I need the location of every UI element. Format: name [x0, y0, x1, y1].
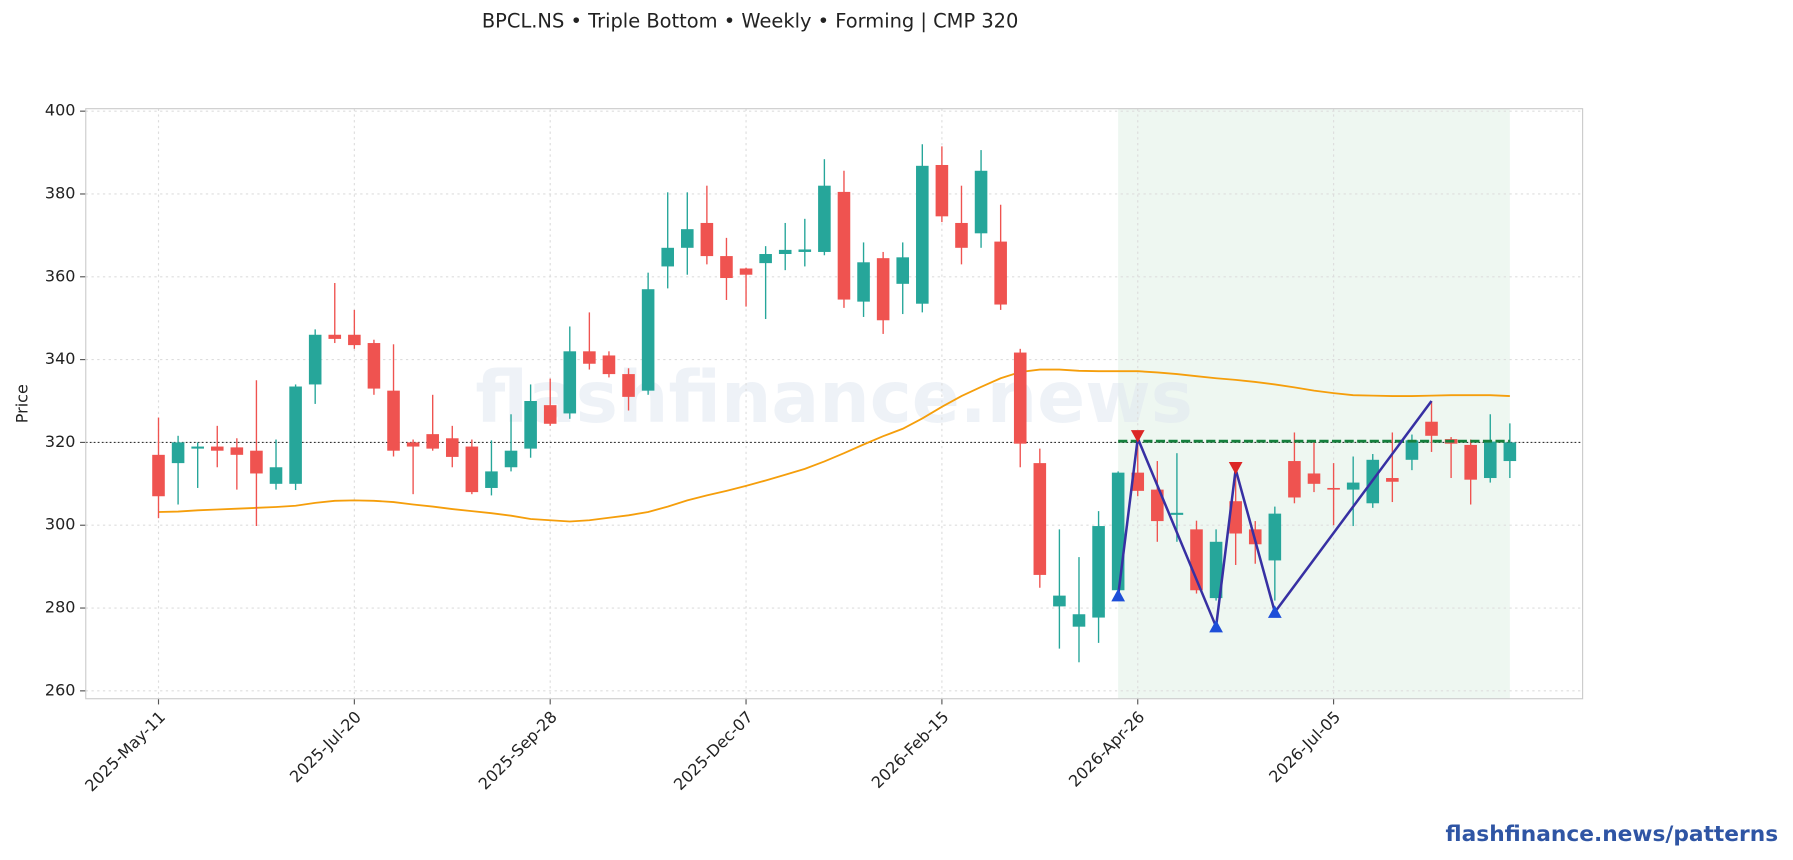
- watermark: flashfinance.news: [475, 356, 1192, 439]
- candle-body: [1346, 482, 1360, 490]
- candle-body: [1072, 614, 1086, 627]
- candle-body: [681, 229, 694, 248]
- candle-body: [1111, 472, 1125, 591]
- x-tick-label: 2025-Dec-07: [670, 707, 757, 794]
- candle-body: [622, 374, 635, 397]
- candle-body: [818, 185, 831, 252]
- trough-marker: [1111, 588, 1126, 602]
- candle-body: [583, 351, 596, 364]
- y-tick-label: 300: [45, 515, 76, 534]
- pattern-zone: [1118, 108, 1510, 699]
- pattern-zigzag: [1116, 400, 1433, 632]
- candle-body: [1209, 541, 1223, 599]
- y-tick-label: 400: [45, 101, 76, 120]
- candle-body: [1425, 421, 1438, 436]
- y-tick-label: 320: [45, 432, 76, 451]
- sma-line: [158, 368, 1510, 523]
- candle-body: [445, 438, 459, 457]
- candle-body: [152, 454, 165, 497]
- candle-body: [1151, 489, 1164, 522]
- y-tick-label: 340: [45, 349, 76, 368]
- trough-marker: [1267, 605, 1282, 618]
- candle-body: [896, 257, 910, 284]
- candle-body: [543, 405, 557, 424]
- trough-marker: [1209, 619, 1223, 633]
- candle-body: [171, 442, 185, 464]
- candle-body: [1170, 512, 1184, 515]
- y-tick-label: 280: [45, 598, 76, 617]
- candle-body: [1053, 595, 1066, 607]
- candle-body: [1131, 472, 1145, 491]
- candle-body: [1327, 487, 1340, 490]
- candle-body: [837, 191, 851, 300]
- candle-body: [308, 334, 322, 385]
- candle-body: [1503, 442, 1517, 462]
- candle-body: [1092, 526, 1105, 618]
- x-tick-label: 2025-Jul-20: [286, 707, 365, 786]
- x-tick-label: 2025-Sep-28: [475, 707, 561, 793]
- chart-title: BPCL.NS • Triple Bottom • Weekly • Formi…: [482, 9, 1019, 32]
- candle-body: [759, 254, 772, 264]
- candle-body: [250, 450, 263, 474]
- candle-body: [955, 222, 968, 248]
- x-tick-label: 2026-Apr-26: [1065, 707, 1148, 790]
- candle-body: [1288, 461, 1301, 498]
- y-tick-label: 360: [45, 266, 76, 285]
- candle-body: [191, 446, 204, 449]
- candle-body: [563, 351, 577, 414]
- candle-body: [935, 164, 949, 217]
- candle-body: [1464, 444, 1477, 480]
- candle-body: [426, 434, 439, 449]
- candle-body: [1013, 352, 1027, 444]
- plot-frame: [85, 108, 1584, 700]
- candle-body: [857, 262, 870, 302]
- candle-body: [1386, 478, 1399, 482]
- candle-body: [916, 165, 929, 304]
- candle-body: [1483, 441, 1497, 479]
- x-tick-label: 2026-Feb-15: [868, 707, 953, 792]
- candle-body: [720, 256, 733, 279]
- candle-body: [1405, 440, 1419, 460]
- candle-body: [210, 446, 224, 451]
- footer: flashfinance.news/patterns: [1446, 822, 1779, 847]
- candle-body: [406, 442, 420, 447]
- candle-body: [348, 334, 361, 346]
- candle-body: [367, 343, 381, 389]
- candle-body: [602, 355, 616, 375]
- candle-body: [328, 334, 342, 339]
- candle-body: [465, 446, 479, 493]
- candle-body: [387, 390, 400, 451]
- candle-body: [641, 289, 655, 391]
- candle-body: [269, 467, 283, 484]
- candle-body: [230, 447, 244, 455]
- candle-body: [778, 249, 792, 255]
- candle-body: [661, 247, 674, 267]
- x-tick-label: 2026-Jul-05: [1265, 707, 1344, 786]
- y-tick-label: 260: [45, 680, 76, 699]
- candle-body: [974, 170, 988, 234]
- candle-body: [1033, 463, 1047, 575]
- candle-body: [1268, 513, 1282, 561]
- candle-body: [798, 249, 812, 252]
- candle-body: [289, 386, 302, 484]
- peak-marker: [1130, 430, 1145, 443]
- candle-body: [876, 258, 890, 321]
- candle-body: [485, 471, 498, 488]
- candle-body: [1229, 501, 1242, 534]
- candle-body: [1307, 473, 1321, 484]
- y-tick-label: 380: [45, 183, 76, 202]
- y-axis-label: Price: [12, 384, 31, 423]
- candle-body: [524, 401, 537, 449]
- x-tick-label: 2025-May-11: [81, 707, 169, 795]
- candle-body: [700, 222, 714, 257]
- candle-body: [739, 268, 753, 275]
- peak-marker: [1228, 461, 1243, 475]
- candle-body: [994, 241, 1007, 305]
- candle-body: [504, 450, 518, 468]
